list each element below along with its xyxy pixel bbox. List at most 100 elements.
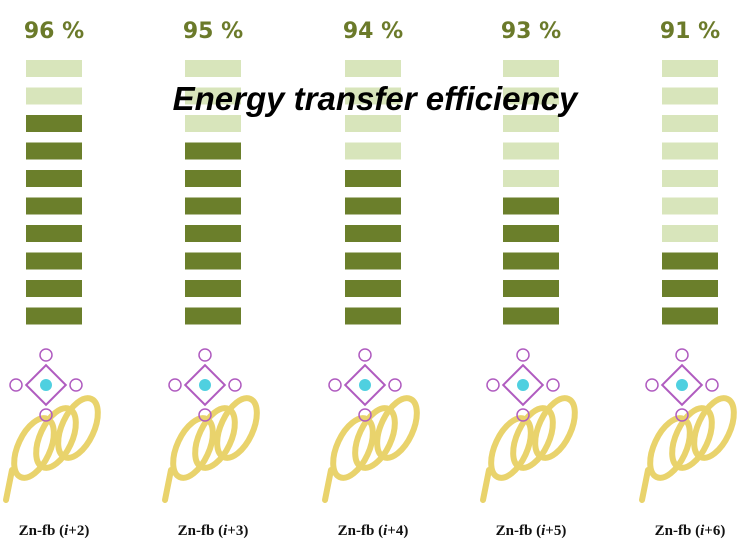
- caption: Zn-fb (i+6): [655, 523, 726, 539]
- phenyl-ring: [328, 378, 342, 392]
- caption-italic: i: [223, 523, 228, 539]
- porphyrin: [183, 363, 227, 407]
- efficiency-label: 96 %: [24, 19, 84, 44]
- helix-turn: [532, 395, 578, 461]
- phenyl-ring: [39, 408, 53, 422]
- empty-block: [185, 60, 241, 77]
- filled-block: [26, 170, 82, 187]
- filled-block: [185, 280, 241, 297]
- efficiency-label: 95 %: [183, 19, 243, 44]
- caption-suffix: +5): [545, 523, 566, 539]
- phenyl-ring: [675, 348, 689, 362]
- porphyrin: [501, 363, 545, 407]
- empty-block: [662, 170, 718, 187]
- phenyl-ring: [675, 408, 689, 422]
- caption-italic: i: [64, 523, 69, 539]
- filled-block: [503, 280, 559, 297]
- zinc-atom: [40, 379, 52, 391]
- filled-block: [662, 280, 718, 297]
- filled-block: [662, 252, 718, 270]
- caption: Zn-fb (i+4): [338, 523, 409, 539]
- efficiency-label: 91 %: [660, 19, 720, 44]
- empty-block: [662, 225, 718, 242]
- phenyl-ring: [546, 378, 560, 392]
- filled-block: [185, 170, 241, 187]
- empty-block: [662, 115, 718, 132]
- phenyl-ring: [388, 378, 402, 392]
- helix-tail: [322, 467, 334, 503]
- helix-tail: [162, 467, 174, 503]
- phenyl-ring: [358, 408, 372, 422]
- phenyl-ring: [198, 408, 212, 422]
- caption-prefix: Zn-fb (: [338, 523, 383, 539]
- caption-suffix: +3): [227, 523, 248, 539]
- empty-block: [503, 115, 559, 132]
- porphyrin: [24, 363, 68, 407]
- filled-block: [345, 225, 401, 242]
- empty-block: [503, 87, 559, 105]
- filled-block: [26, 142, 82, 160]
- phenyl-ring: [69, 378, 83, 392]
- helix-turn: [214, 395, 260, 461]
- empty-block: [503, 170, 559, 187]
- filled-block: [26, 115, 82, 132]
- zinc-atom: [199, 379, 211, 391]
- caption-suffix: +6): [704, 523, 725, 539]
- filled-block: [185, 307, 241, 325]
- empty-block: [662, 87, 718, 105]
- helix-tail: [480, 467, 492, 503]
- empty-block: [503, 142, 559, 160]
- helix-molecule: [3, 348, 101, 503]
- empty-block: [185, 115, 241, 132]
- phenyl-ring: [9, 378, 23, 392]
- empty-block: [662, 142, 718, 160]
- caption-italic: i: [383, 523, 388, 539]
- phenyl-ring: [516, 348, 530, 362]
- filled-block: [26, 280, 82, 297]
- filled-block: [26, 225, 82, 242]
- caption-italic: i: [700, 523, 705, 539]
- phenyl-ring: [39, 348, 53, 362]
- filled-block: [26, 307, 82, 325]
- empty-block: [662, 197, 718, 215]
- helix-turn: [691, 395, 737, 461]
- porphyrin: [660, 363, 704, 407]
- empty-block: [345, 87, 401, 105]
- helix-molecule: [639, 348, 737, 503]
- phenyl-ring: [516, 408, 530, 422]
- zinc-atom: [517, 379, 529, 391]
- helix-tail: [3, 467, 15, 503]
- empty-block: [345, 60, 401, 77]
- filled-block: [26, 197, 82, 215]
- helix-molecule: [480, 348, 578, 503]
- caption: Zn-fb (i+5): [496, 523, 567, 539]
- zinc-atom: [359, 379, 371, 391]
- empty-block: [185, 87, 241, 105]
- filled-block: [345, 252, 401, 270]
- empty-block: [345, 115, 401, 132]
- empty-block: [662, 60, 718, 77]
- caption-suffix: +2): [68, 523, 89, 539]
- filled-block: [26, 252, 82, 270]
- filled-block: [345, 280, 401, 297]
- caption: Zn-fb (i+2): [19, 523, 90, 539]
- empty-block: [26, 60, 82, 77]
- efficiency-label: 94 %: [343, 19, 403, 44]
- phenyl-ring: [705, 378, 719, 392]
- filled-block: [345, 197, 401, 215]
- caption-prefix: Zn-fb (: [655, 523, 700, 539]
- title: Energy transfer efficiency: [173, 80, 579, 117]
- phenyl-ring: [358, 348, 372, 362]
- caption-prefix: Zn-fb (: [496, 523, 541, 539]
- filled-block: [503, 197, 559, 215]
- filled-block: [503, 307, 559, 325]
- phenyl-ring: [645, 378, 659, 392]
- caption-italic: i: [541, 523, 546, 539]
- porphyrin: [343, 363, 387, 407]
- helix-tail: [639, 467, 651, 503]
- filled-block: [345, 170, 401, 187]
- caption-prefix: Zn-fb (: [178, 523, 223, 539]
- efficiency-label: 93 %: [501, 19, 561, 44]
- filled-block: [503, 225, 559, 242]
